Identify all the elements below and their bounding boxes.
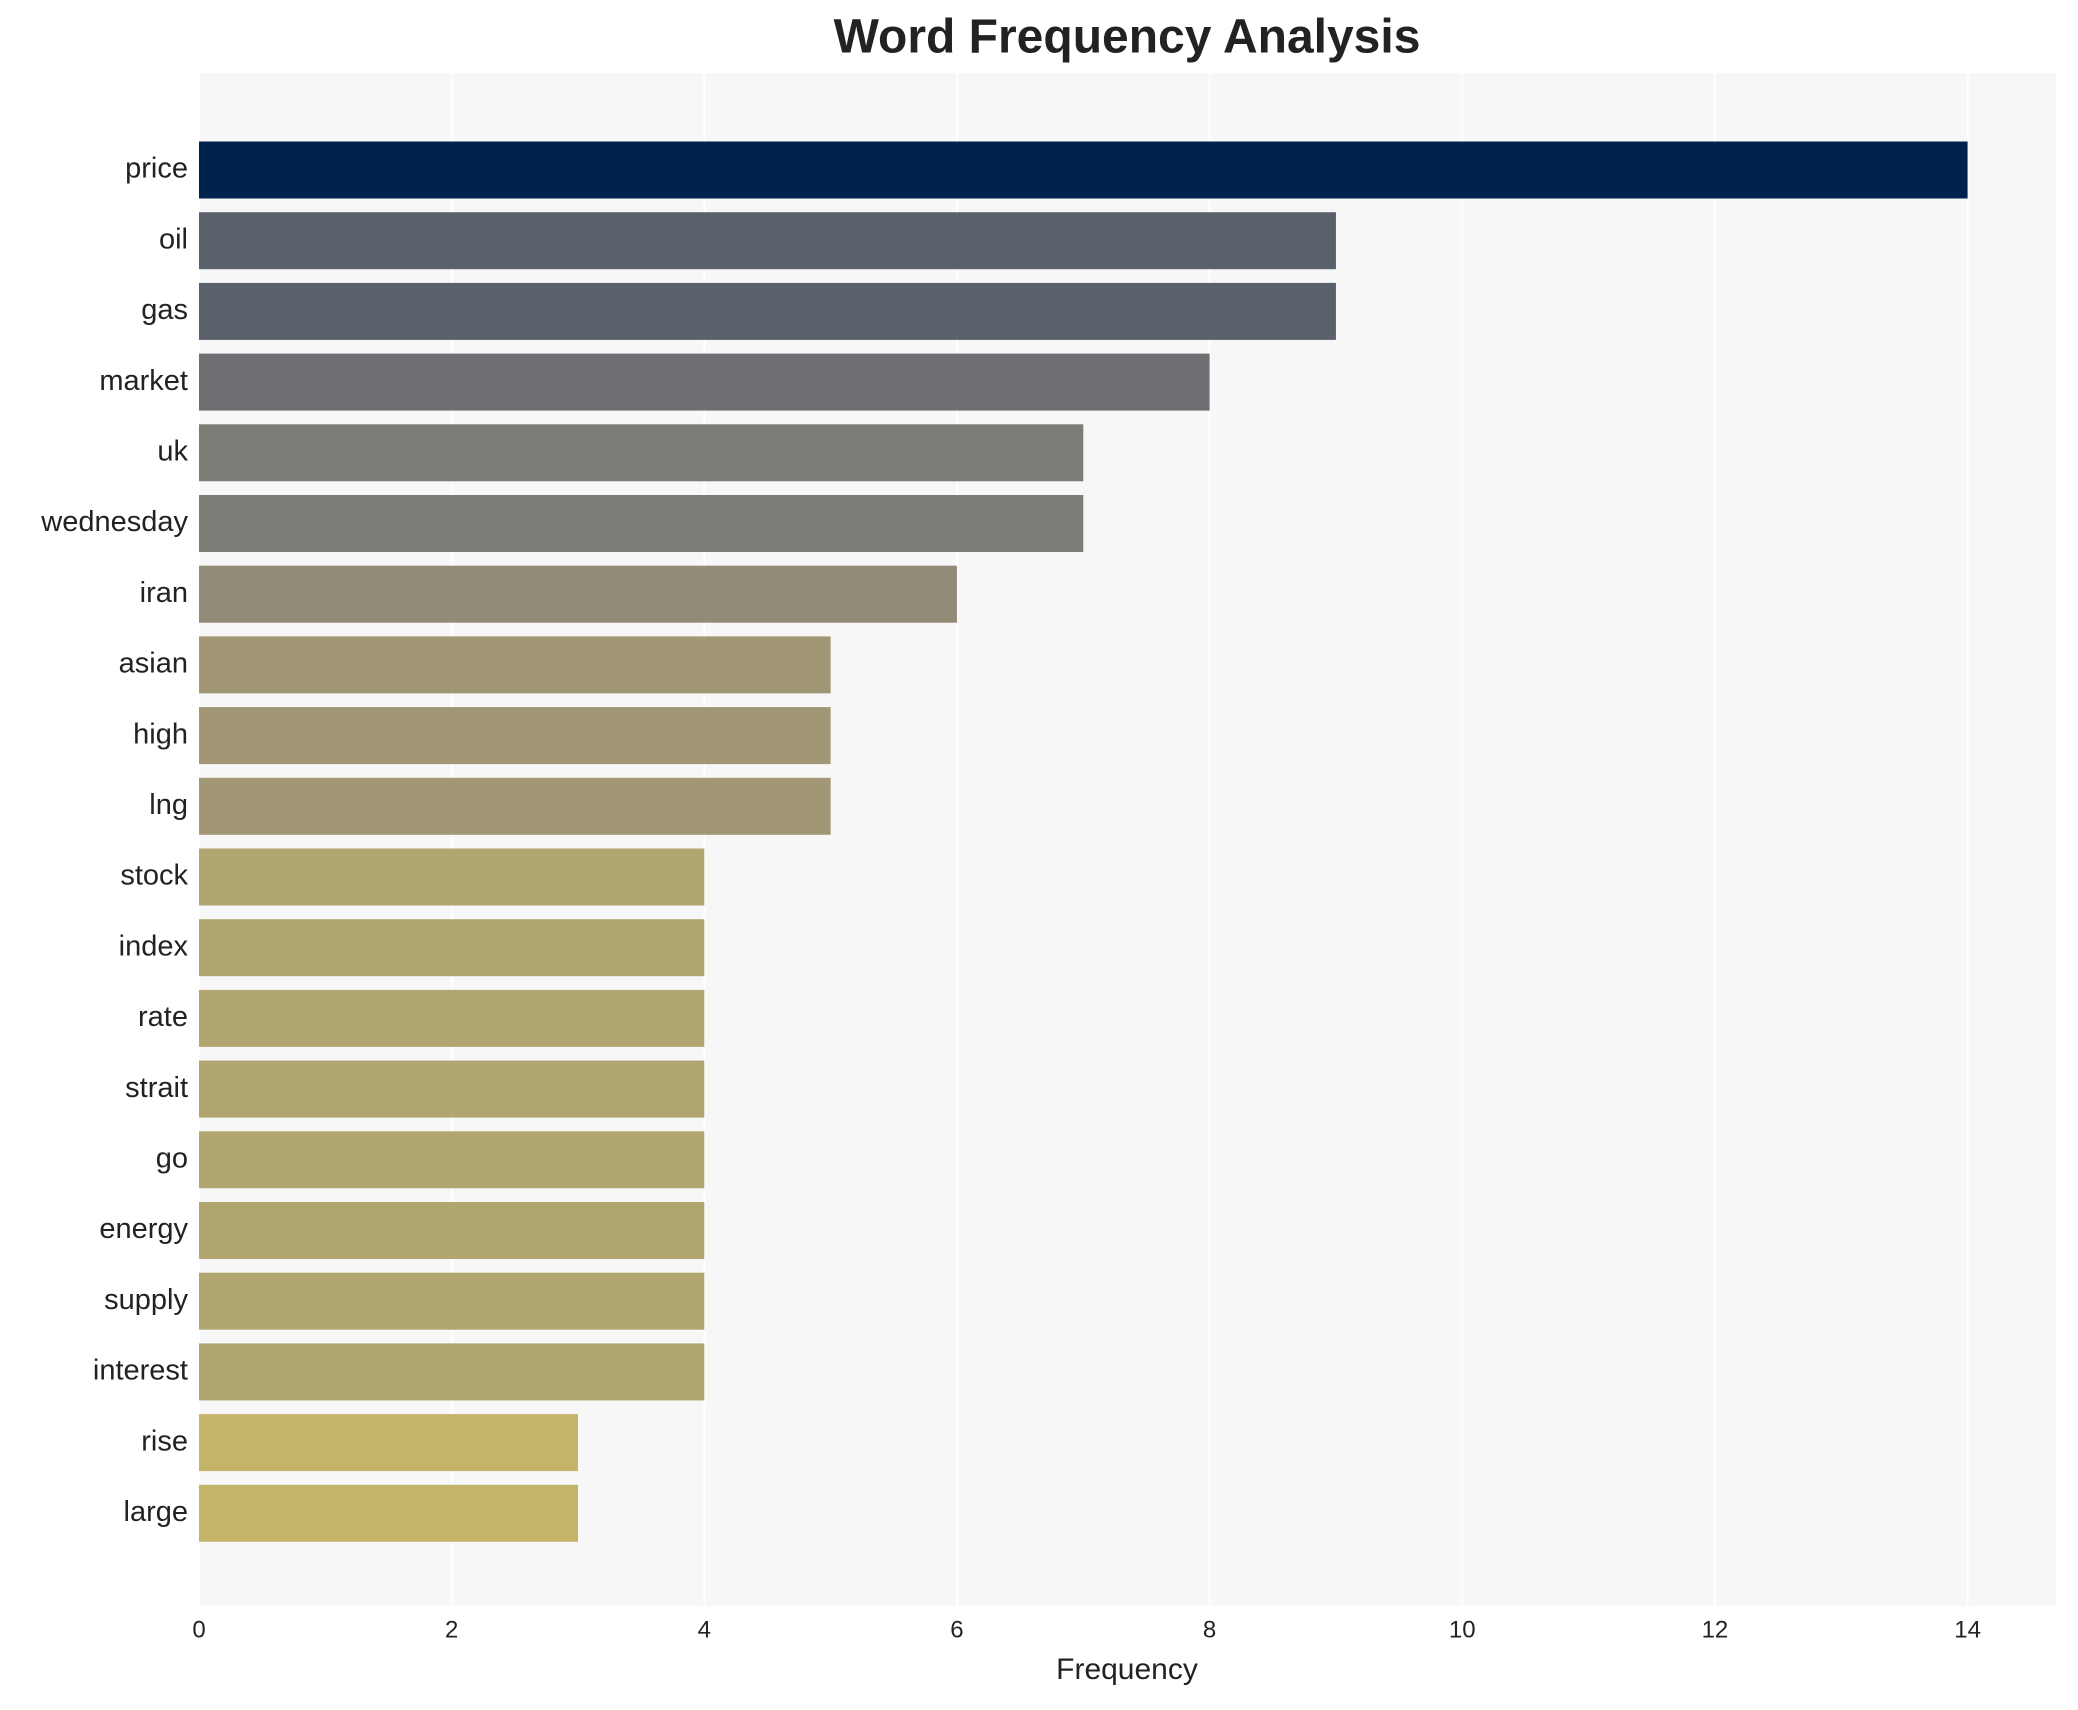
y-tick-label: strait (125, 1072, 188, 1104)
bar (199, 1060, 705, 1118)
bar (199, 1131, 705, 1189)
bar (199, 565, 957, 623)
y-tick-label: uk (157, 435, 188, 467)
bar (199, 1484, 578, 1542)
y-tick-label: market (99, 365, 188, 397)
y-tick-label: asian (119, 648, 188, 680)
bar (199, 282, 1336, 340)
x-tick-label: 4 (698, 1616, 711, 1643)
y-tick-label: energy (99, 1213, 188, 1245)
bar (199, 212, 1336, 270)
y-tick-label: high (133, 718, 188, 750)
y-tick-label: rise (141, 1425, 188, 1457)
bar (199, 707, 831, 765)
x-tick-label: 6 (950, 1616, 963, 1643)
bar (199, 495, 1084, 552)
bar (199, 353, 1210, 411)
y-tick-label: index (119, 930, 189, 962)
bar (199, 1343, 705, 1401)
x-tick-label: 10 (1449, 1616, 1476, 1643)
bar (199, 141, 1968, 199)
y-tick-label: interest (93, 1355, 188, 1387)
chart-title: Word Frequency Analysis (834, 11, 1421, 64)
y-tick-label: stock (120, 860, 188, 892)
y-tick-label: supply (104, 1284, 188, 1316)
y-tick-label: iran (140, 577, 188, 609)
bar (199, 989, 705, 1047)
x-tick-label: 8 (1203, 1616, 1216, 1643)
y-tick-label: lng (149, 789, 188, 821)
x-tick-label: 0 (192, 1616, 205, 1643)
y-tick-label: rate (138, 1001, 188, 1033)
x-axis-label: Frequency (1056, 1653, 1198, 1686)
bar (199, 777, 831, 835)
y-tick-label: large (124, 1496, 189, 1528)
bar (199, 919, 705, 977)
y-tick-label: wednesday (40, 506, 188, 538)
bar (199, 848, 705, 906)
x-tick-label: 2 (445, 1616, 458, 1643)
bar (199, 1414, 578, 1472)
y-tick-label: price (125, 153, 188, 185)
bar (199, 1202, 705, 1259)
y-tick-label: oil (159, 223, 188, 255)
bar (199, 636, 831, 694)
y-tick-label: go (156, 1142, 188, 1174)
y-tick-label: gas (141, 294, 188, 326)
x-tick-label: 14 (1954, 1616, 1981, 1643)
bar (199, 1272, 705, 1330)
bar (199, 424, 1084, 482)
x-tick-label: 12 (1702, 1616, 1729, 1643)
